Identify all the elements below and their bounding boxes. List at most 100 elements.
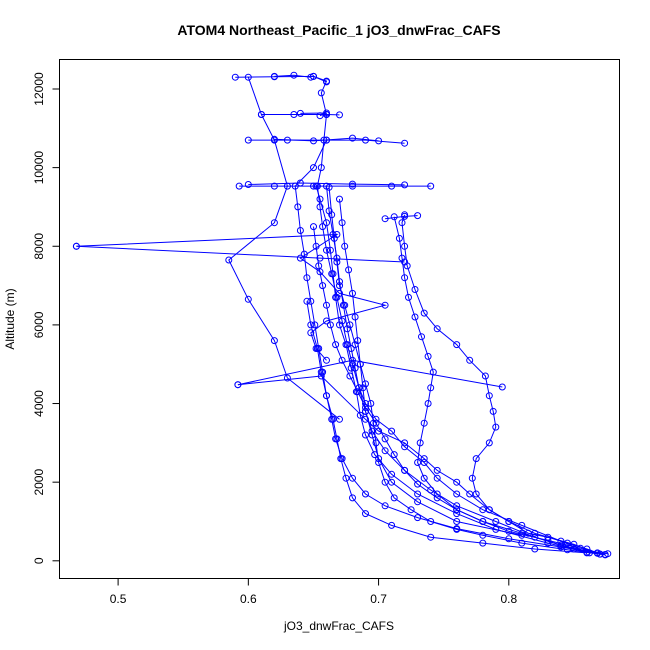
y-tick-label: 10000 [32, 151, 46, 185]
data-point [411, 313, 419, 321]
series-line [339, 199, 522, 536]
series-line [228, 77, 340, 420]
data-point [433, 474, 441, 482]
data-point [323, 301, 330, 309]
data-point [401, 181, 409, 189]
data-point [323, 356, 330, 364]
data-point [420, 474, 428, 482]
data-point [381, 502, 389, 510]
data-point [296, 109, 304, 117]
data-point [317, 372, 325, 380]
data-point [307, 73, 315, 81]
data-point [351, 364, 359, 372]
data-point [296, 254, 304, 262]
data-point [316, 112, 324, 120]
series-2 [291, 136, 604, 558]
data-point [349, 494, 356, 502]
data-point [416, 439, 424, 447]
data-point [395, 234, 403, 242]
data-point [244, 295, 252, 303]
data-point [414, 459, 422, 466]
data-point [362, 431, 369, 439]
data-point [414, 212, 422, 220]
data-point [270, 182, 278, 190]
data-point [453, 510, 461, 518]
data-point [420, 419, 428, 427]
y-tick-label: 6000 [32, 311, 46, 338]
data-point [453, 478, 461, 486]
data-point [401, 439, 409, 447]
data-point [346, 372, 354, 380]
data-point [424, 352, 432, 360]
data-point [319, 282, 327, 290]
data-point [270, 135, 278, 143]
y-tick-label: 0 [32, 557, 46, 564]
chart-title: ATOM4 Northeast_Pacific_1 jO3_dnwFrac_CA… [177, 22, 500, 38]
data-point [349, 180, 356, 188]
data-point [381, 435, 389, 443]
data-point [329, 270, 337, 278]
data-point [381, 215, 389, 223]
series-21 [296, 109, 330, 120]
data-point [317, 368, 325, 376]
data-point [328, 211, 336, 219]
y-axis-label: Altitude (m) [3, 288, 17, 349]
y-tick-label: 4000 [32, 390, 46, 417]
data-point [307, 329, 315, 337]
data-point [326, 321, 334, 329]
data-point [312, 345, 320, 352]
data-point [505, 535, 513, 543]
series-line [313, 75, 608, 555]
data-point [323, 392, 330, 400]
data-point [342, 341, 350, 349]
data-point [390, 494, 398, 502]
series-23 [381, 212, 422, 223]
series-11 [234, 356, 506, 391]
data-point [601, 551, 609, 559]
data-point [557, 541, 565, 549]
data-point [401, 139, 409, 147]
data-point [518, 521, 526, 529]
data-point [332, 293, 340, 301]
data-point [347, 364, 355, 372]
series-line [235, 75, 327, 83]
data-point [453, 525, 461, 533]
data-point [323, 78, 330, 86]
data-point [283, 374, 291, 382]
data-point [307, 321, 315, 329]
data-point [319, 223, 327, 231]
data-point [401, 242, 409, 250]
data-point [401, 258, 409, 266]
data-point [317, 164, 325, 172]
data-point [270, 72, 278, 80]
data-point [356, 411, 364, 419]
series-19 [244, 179, 409, 189]
series-line [393, 216, 601, 555]
data-point [310, 223, 317, 231]
data-point [414, 490, 422, 498]
data-point [544, 533, 552, 541]
series-line [237, 375, 598, 554]
data-point [489, 407, 497, 415]
data-point [323, 246, 330, 254]
data-point [479, 539, 487, 547]
data-point [333, 435, 341, 443]
data-point [290, 111, 298, 118]
data-point [481, 372, 489, 380]
data-point [351, 313, 359, 321]
data-point [354, 337, 362, 345]
series-22 [270, 71, 315, 81]
series-3 [323, 182, 591, 556]
data-point [453, 518, 461, 525]
data-point [225, 256, 233, 264]
series-6 [398, 211, 601, 557]
x-tick-label: 0.5 [110, 592, 127, 606]
data-point [367, 400, 375, 407]
data-point [420, 459, 428, 466]
data-point [433, 466, 441, 474]
data-point [244, 136, 252, 144]
data-point [337, 455, 345, 463]
data-point [336, 282, 343, 290]
data-point [349, 134, 356, 142]
